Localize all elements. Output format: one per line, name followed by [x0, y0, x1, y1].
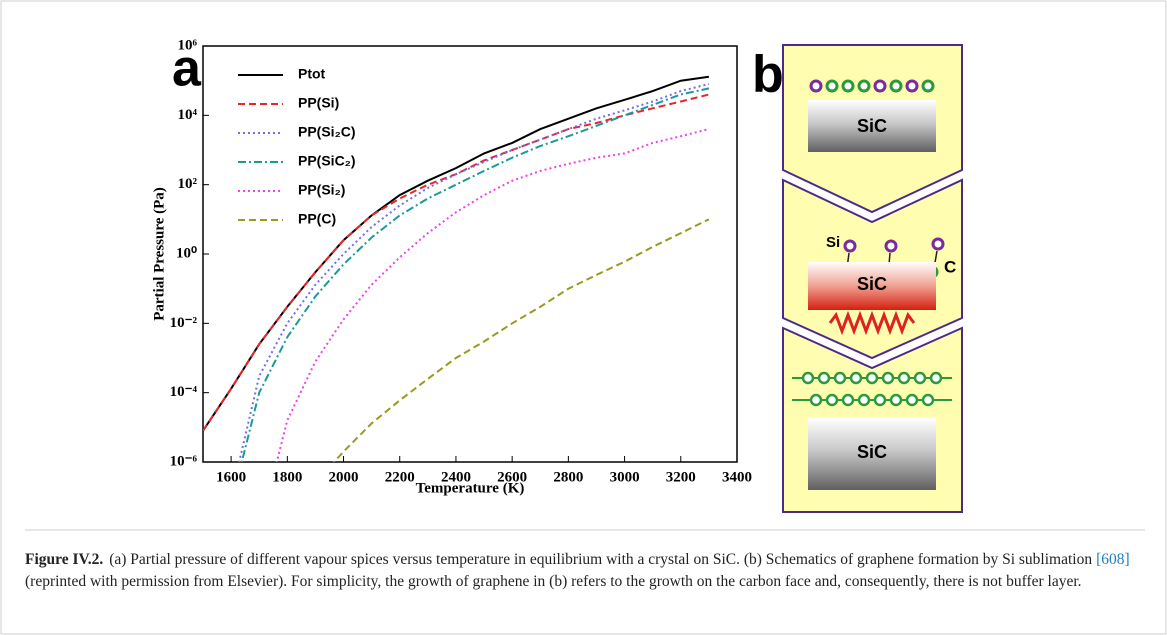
legend-label: PP(Si₂) — [298, 182, 345, 198]
graphene — [792, 371, 952, 407]
atom-label: Si — [826, 234, 840, 251]
y-tick-label: 10⁶ — [178, 37, 198, 53]
legend-label: PP(Si₂C) — [298, 124, 356, 140]
substrate — [808, 100, 936, 152]
series-line — [203, 75, 710, 432]
series-line — [238, 83, 710, 462]
y-tick-label: 10⁴ — [178, 107, 198, 123]
y-tick-label: 10⁻⁶ — [170, 453, 198, 469]
atom-label: C — [944, 257, 956, 276]
legend-label: PP(Si) — [298, 95, 339, 111]
substrate-label: SiC — [857, 116, 887, 136]
heater — [828, 310, 916, 336]
x-tick-label: 2200 — [385, 469, 415, 485]
plot-frame — [202, 45, 738, 463]
substrate — [808, 418, 936, 490]
x-axis-label: Temperature (K) — [416, 480, 525, 496]
legend-label: Ptot — [298, 66, 326, 82]
series-line — [332, 218, 710, 462]
citation[interactable]: [608] — [1096, 551, 1130, 568]
series-line — [203, 93, 710, 432]
x-tick-label: 1800 — [272, 469, 302, 485]
series-line — [275, 128, 710, 462]
y-tick-label: 10⁰ — [176, 245, 197, 261]
caption-label: Figure IV.2. — [25, 551, 104, 568]
x-tick-label: 2600 — [497, 469, 527, 485]
caption-text: (reprinted with permission from Elsevier… — [25, 573, 1082, 590]
substrate-label: SiC — [857, 274, 887, 294]
substrate — [808, 262, 936, 310]
x-tick-label: 3000 — [610, 469, 640, 485]
caption: Figure IV.2. (a) Partial pressure of diff… — [25, 549, 1150, 593]
y-tick-label: 10⁻² — [170, 315, 198, 331]
series-line — [240, 87, 710, 462]
x-tick-label: 3400 — [722, 469, 752, 485]
y-axis-label: Partial Pressure (Pa) — [151, 187, 167, 321]
substrate-label: SiC — [857, 442, 887, 462]
x-tick-label: 2400 — [441, 469, 471, 485]
x-tick-label: 1600 — [216, 469, 246, 485]
y-tick-label: 10⁻⁴ — [170, 384, 198, 400]
atoms — [809, 79, 935, 93]
legend-label: PP(SiC₂) — [298, 153, 356, 169]
x-tick-label: 2000 — [329, 469, 359, 485]
schematic: b SiC Si C SiC SiC — [752, 44, 963, 513]
panel-label: b — [752, 46, 784, 104]
chart: a Temperature (K) Partial Pressure (Pa) 160… — [151, 37, 752, 496]
x-tick-label: 3200 — [666, 469, 696, 485]
legend-label: PP(C) — [298, 211, 336, 227]
plot-area — [203, 75, 710, 462]
x-tick-label: 2800 — [553, 469, 583, 485]
caption-text: (a) Partial pressure of different vapour… — [109, 551, 1093, 568]
y-tick-label: 10² — [178, 176, 198, 192]
panel-label: a — [172, 40, 202, 98]
